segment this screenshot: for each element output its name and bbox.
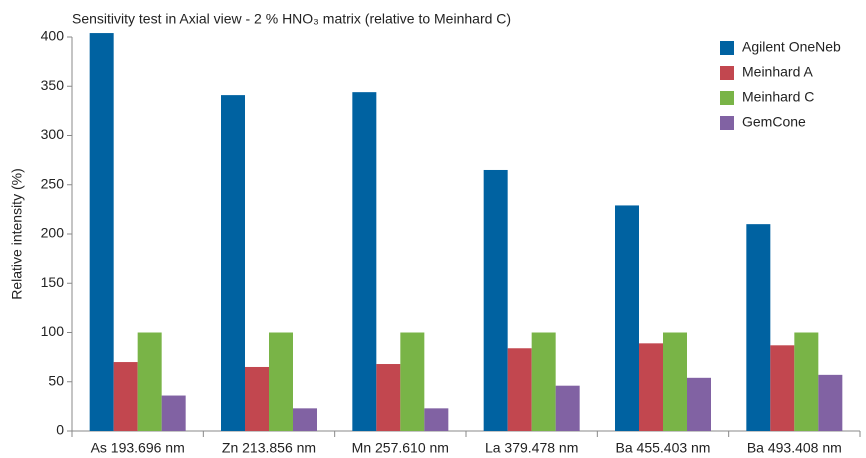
bar [770, 345, 795, 431]
bar [89, 33, 114, 432]
legend-label: GemCone [742, 114, 806, 130]
legend-label: Meinhard C [742, 89, 814, 105]
bar [245, 366, 269, 431]
x-tick-label: Ba 455.403 nm [616, 440, 711, 456]
bar [221, 95, 245, 432]
y-tick-label: 250 [41, 175, 65, 191]
bar [555, 385, 580, 431]
bar [663, 332, 687, 431]
legend-swatch [720, 91, 734, 105]
y-tick-label: 350 [41, 77, 65, 93]
x-tick-label: Ba 493.408 nm [747, 440, 842, 456]
bar [483, 169, 508, 431]
bar [639, 343, 663, 431]
bar [113, 362, 138, 431]
bar [293, 408, 317, 431]
legend-label: Agilent OneNeb [742, 39, 841, 55]
bar [687, 377, 711, 431]
y-tick-label: 200 [41, 225, 65, 241]
bar [400, 332, 425, 431]
legend-swatch [720, 41, 734, 55]
legend-swatch [720, 66, 734, 80]
bar [161, 395, 186, 431]
bar [794, 332, 819, 431]
y-tick-label: 150 [41, 274, 65, 290]
bar [269, 332, 293, 431]
legend-swatch [720, 116, 734, 130]
y-tick-label: 100 [41, 323, 65, 339]
bar [352, 92, 377, 431]
x-tick-label: As 193.696 nm [91, 440, 185, 456]
y-tick-label: 0 [56, 422, 64, 438]
bar [746, 224, 771, 431]
y-tick-label: 50 [48, 372, 64, 388]
bar [424, 408, 449, 431]
y-tick-label: 300 [41, 126, 65, 142]
legend-label: Meinhard A [742, 64, 813, 80]
x-tick-label: La 379.478 nm [485, 440, 578, 456]
bar [137, 332, 162, 431]
x-tick-label: Mn 257.610 nm [352, 440, 449, 456]
bar [615, 205, 639, 431]
bar [507, 348, 532, 431]
bar [376, 364, 401, 431]
y-tick-label: 400 [41, 28, 65, 44]
y-axis-label: Relative intensity (%) [9, 168, 25, 300]
x-tick-label: Zn 213.856 nm [222, 440, 316, 456]
chart-title: Sensitivity test in Axial view - 2 % HNO… [72, 11, 511, 27]
bar [818, 374, 843, 431]
bar [531, 332, 556, 431]
